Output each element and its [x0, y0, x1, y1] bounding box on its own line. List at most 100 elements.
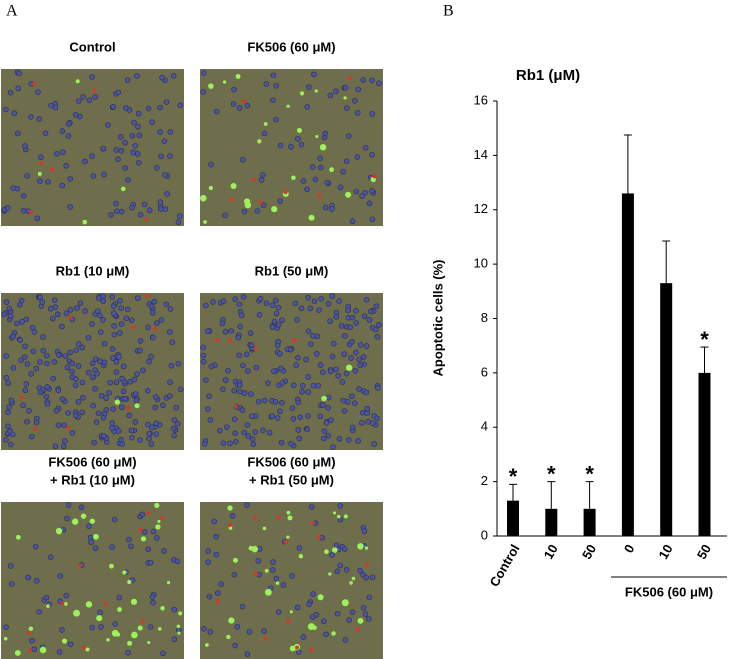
cell [261, 130, 268, 137]
cell [324, 549, 329, 555]
cell [244, 422, 251, 428]
cell [73, 347, 80, 353]
cell [134, 371, 140, 377]
cell [220, 386, 226, 393]
bar [583, 508, 596, 536]
cell [276, 515, 281, 520]
cell [28, 626, 34, 632]
cell [128, 427, 135, 434]
cell [72, 412, 79, 419]
error-bar [662, 240, 671, 284]
cell [55, 352, 62, 358]
cell [107, 379, 114, 386]
cell [166, 393, 173, 399]
cell [67, 307, 74, 313]
cell [55, 422, 62, 429]
cell [28, 371, 34, 377]
y-tick-label: 10 [474, 256, 488, 271]
cell [147, 559, 154, 566]
cell [153, 431, 160, 438]
cell [373, 303, 380, 310]
cell [363, 574, 370, 581]
cell [236, 301, 243, 308]
cell [308, 504, 315, 510]
cell [327, 318, 333, 325]
cell [60, 601, 65, 606]
cell [29, 637, 35, 644]
cell [176, 213, 183, 219]
cell [239, 407, 246, 414]
cell [153, 165, 160, 171]
cell [95, 410, 102, 417]
cell [362, 144, 369, 151]
chart-title: Rb1 (μM) [516, 67, 580, 84]
cell [98, 624, 104, 630]
cell [315, 382, 321, 389]
cell [118, 208, 125, 215]
cell [323, 420, 330, 426]
cell [89, 321, 95, 327]
cell [86, 523, 92, 529]
micrograph-bg [1, 502, 184, 659]
cell [37, 294, 43, 301]
cell [42, 130, 49, 136]
cell [305, 328, 312, 335]
cell [94, 308, 101, 315]
cell [225, 367, 231, 374]
cell [24, 173, 30, 179]
cell [78, 504, 85, 511]
cell [328, 572, 332, 576]
cell [258, 177, 265, 183]
cell [61, 638, 68, 644]
cell [177, 386, 184, 393]
cell [363, 389, 370, 396]
cell [89, 518, 95, 524]
cell [149, 310, 156, 316]
cell [69, 360, 76, 367]
cell [146, 510, 151, 515]
cell [372, 326, 379, 333]
cell [340, 397, 347, 404]
cell [20, 402, 26, 409]
cell [113, 358, 120, 365]
cell [288, 440, 294, 447]
cell [118, 305, 124, 311]
cell [248, 545, 254, 551]
cell [59, 182, 66, 189]
cell [309, 647, 314, 652]
cell [343, 158, 350, 165]
cell [47, 554, 54, 561]
cell [25, 574, 32, 581]
cell [89, 624, 96, 631]
cell [175, 219, 182, 225]
cell [349, 609, 356, 616]
cell [52, 304, 59, 310]
cell [65, 133, 72, 139]
cell [131, 119, 137, 126]
cell [308, 341, 314, 347]
cell [3, 375, 10, 381]
bar [545, 508, 558, 536]
cell [206, 593, 213, 600]
cell [21, 354, 28, 360]
cell [176, 624, 181, 629]
image-title: FK506 (60 μM) [247, 39, 335, 54]
cell [40, 347, 47, 354]
cell [22, 343, 28, 350]
cell [306, 601, 313, 608]
cell [260, 172, 266, 178]
cell [266, 429, 273, 436]
cell [273, 575, 280, 582]
cell [333, 366, 339, 373]
cell [250, 441, 257, 448]
cell [208, 161, 214, 168]
cell [127, 579, 132, 585]
cell [145, 294, 150, 299]
cell [273, 310, 280, 317]
cell [96, 615, 103, 622]
image-title: Rb1 (10 μM) [56, 263, 130, 278]
cell [349, 218, 356, 225]
cell [323, 631, 329, 638]
cell [15, 85, 22, 92]
cell [129, 434, 135, 441]
